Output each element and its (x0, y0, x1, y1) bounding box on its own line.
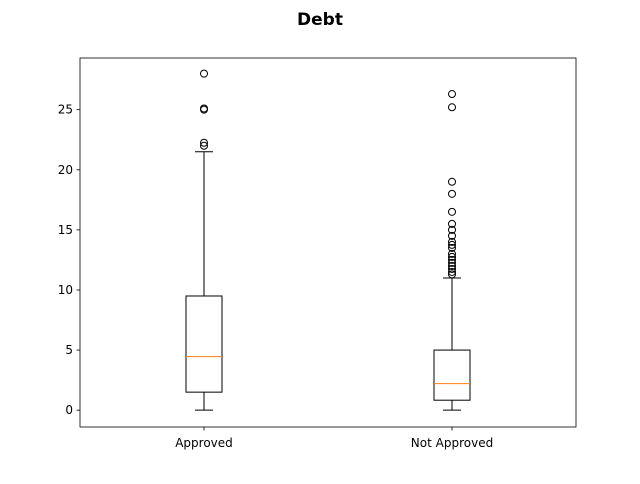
plot-area: 0 5 10 15 20 25 Approved Not Approved (58, 57, 577, 450)
outlier-point (448, 189, 456, 198)
y-tick-label: 5 (65, 343, 73, 357)
plot-frame (79, 57, 577, 428)
outlier-point (448, 267, 456, 276)
y-tick-label: 10 (58, 283, 73, 297)
outlier-point (200, 104, 208, 113)
x-tick-label: Approved (175, 436, 233, 450)
y-tick-label: 0 (65, 403, 73, 417)
outlier-point (448, 207, 456, 216)
outlier-point (200, 141, 208, 150)
outlier-point (448, 90, 456, 99)
y-tick-label: 20 (58, 163, 73, 177)
outlier-point (448, 177, 456, 186)
iqr-box (433, 349, 471, 401)
outlier-point (448, 231, 456, 240)
outlier-point (448, 258, 456, 267)
outlier-point (448, 261, 456, 270)
outlier-point (448, 270, 456, 279)
outlier-point (200, 69, 208, 78)
outlier-point (448, 264, 456, 273)
outlier-point (448, 237, 456, 246)
chart-title: Debt (297, 10, 343, 30)
y-tick-label: 15 (58, 223, 73, 237)
outlier-point (448, 240, 456, 249)
outlier-point (448, 243, 456, 252)
outlier-point (448, 252, 456, 261)
iqr-box (185, 295, 223, 393)
outlier-point (448, 219, 456, 228)
outlier-point (448, 103, 456, 112)
outlier-point (448, 225, 456, 234)
x-tick-label: Not Approved (411, 436, 493, 450)
outlier-point (448, 255, 456, 264)
y-tick-label: 25 (58, 103, 73, 117)
outlier-point (448, 249, 456, 258)
outlier-point (200, 138, 208, 147)
